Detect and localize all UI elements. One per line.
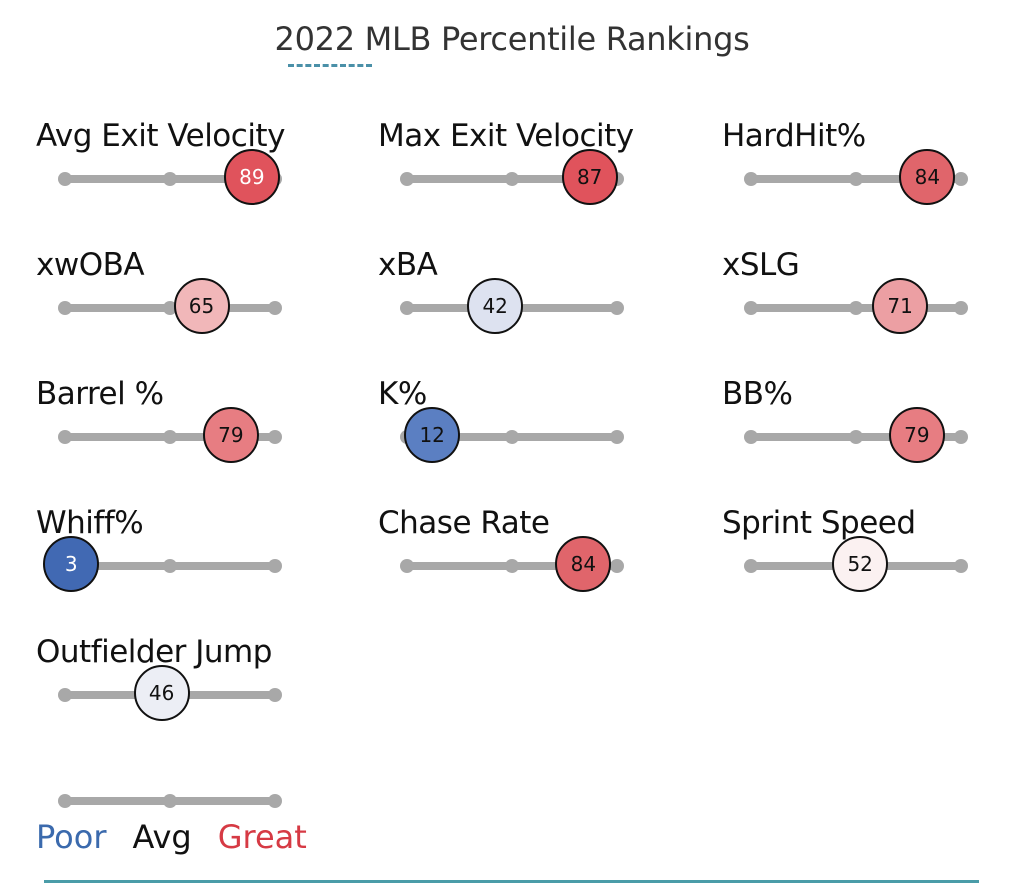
metric-label: Avg Exit Velocity <box>36 118 285 154</box>
legend-dot-avg <box>163 794 177 808</box>
track-dot-great <box>954 559 968 573</box>
track-dot-poor <box>744 172 758 186</box>
track-dot-avg <box>163 172 177 186</box>
track-dot-great <box>610 430 624 444</box>
track-dot-great <box>954 430 968 444</box>
metric-barrel: Barrel % 79 <box>36 376 336 476</box>
track-dot-great <box>268 301 282 315</box>
metric-sprint-speed: Sprint Speed 52 <box>722 505 1022 605</box>
track-dot-poor <box>744 559 758 573</box>
track-dot-avg <box>505 559 519 573</box>
metric-label: xwOBA <box>36 247 145 283</box>
metric-label: Whiff% <box>36 505 144 541</box>
percentile-bubble: 46 <box>133 665 190 721</box>
metric-label: Chase Rate <box>378 505 550 541</box>
legend-avg-label: Avg <box>132 818 192 856</box>
percentile-bubble: 71 <box>872 278 929 334</box>
track-dot-avg <box>505 430 519 444</box>
page-title: 2022 MLB Percentile Rankings <box>274 20 750 58</box>
metric-k: K% 12 <box>378 376 678 476</box>
track-dot-avg <box>849 172 863 186</box>
metric-label: Sprint Speed <box>722 505 916 541</box>
track-dot-avg <box>163 559 177 573</box>
track-dot-avg <box>849 301 863 315</box>
metric-label: BB% <box>722 376 793 412</box>
bottom-divider <box>44 880 979 883</box>
metric-label: HardHit% <box>722 118 866 154</box>
track-dot-great <box>610 559 624 573</box>
track-dot-poor <box>58 172 72 186</box>
percentile-bubble: 12 <box>404 407 461 463</box>
metric-label: K% <box>378 376 427 412</box>
track-dot-great <box>610 301 624 315</box>
metric-hardhit: HardHit% 84 <box>722 118 1022 218</box>
metric-label: xBA <box>378 247 438 283</box>
metric-xwoba: xwOBA 65 <box>36 247 336 347</box>
track-dot-poor <box>58 430 72 444</box>
track-dot-avg <box>163 430 177 444</box>
track-dot-avg <box>849 430 863 444</box>
track-dot-great <box>954 301 968 315</box>
metric-whiff: Whiff% 3 <box>36 505 336 605</box>
track-dot-great <box>268 430 282 444</box>
track-dot-poor <box>400 172 414 186</box>
percentile-bubble: 52 <box>832 536 889 592</box>
metric-label: xSLG <box>722 247 800 283</box>
percentile-bubble: 84 <box>555 536 612 592</box>
percentile-bubble: 84 <box>899 149 956 205</box>
percentile-bubble: 42 <box>467 278 524 334</box>
percentile-bubble: 87 <box>561 149 618 205</box>
metric-bb: BB% 79 <box>722 376 1022 476</box>
percentile-bubble: 79 <box>202 407 259 463</box>
legend-dot-great <box>268 794 282 808</box>
track-dot-poor <box>400 559 414 573</box>
track-dot-avg <box>505 172 519 186</box>
metric-chase-rate: Chase Rate 84 <box>378 505 678 605</box>
metric-xba: xBA 42 <box>378 247 678 347</box>
legend-poor-label: Poor <box>36 818 107 856</box>
metric-label: Outfielder Jump <box>36 634 272 670</box>
track-dot-poor <box>58 301 72 315</box>
metric-label: Max Exit Velocity <box>378 118 634 154</box>
track-dot-poor <box>400 301 414 315</box>
track-dot-poor <box>58 688 72 702</box>
metric-outfielder-jump: Outfielder Jump 46 <box>36 634 336 734</box>
legend-great-label: Great <box>217 818 307 856</box>
track-dot-great <box>268 559 282 573</box>
percentile-bubble: 79 <box>888 407 945 463</box>
percentile-bubble: 3 <box>43 536 100 592</box>
track-dot-great <box>954 172 968 186</box>
metric-max-exit-velocity: Max Exit Velocity 87 <box>378 118 678 218</box>
metric-xslg: xSLG 71 <box>722 247 1022 347</box>
legend-scale <box>36 740 336 840</box>
title-underline <box>288 64 372 67</box>
metric-avg-exit-velocity: Avg Exit Velocity 89 <box>36 118 336 218</box>
percentile-bubble: 89 <box>223 149 280 205</box>
track-dot-poor <box>744 301 758 315</box>
track-dot-poor <box>744 430 758 444</box>
track-dot-great <box>268 688 282 702</box>
legend-labels: Poor Avg Great <box>36 818 333 856</box>
percentile-bubble: 65 <box>173 278 230 334</box>
metric-label: Barrel % <box>36 376 164 412</box>
legend-dot-poor <box>58 794 72 808</box>
